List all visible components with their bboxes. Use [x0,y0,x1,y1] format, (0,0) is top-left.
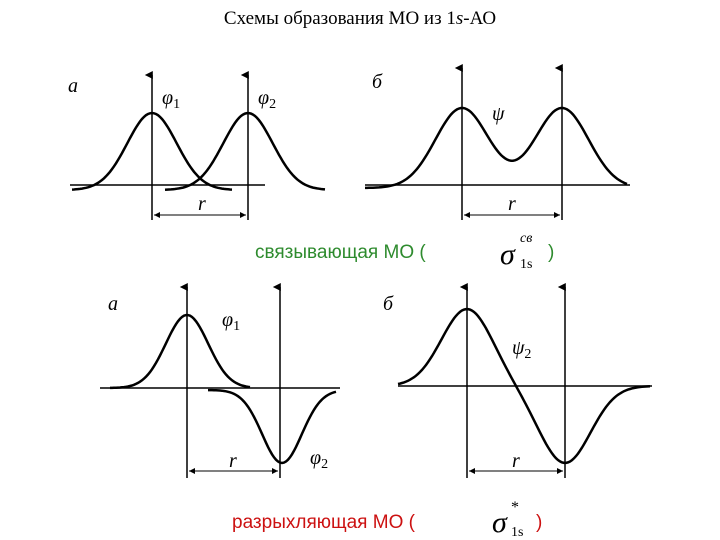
caption: связывающая МО ( [255,242,426,263]
subscript: 1s [520,257,532,272]
superscript: * [511,499,519,516]
panel-letter: а [68,75,78,97]
distance-label: r [198,193,206,215]
distance-label: r [512,450,520,472]
panel-letter: б [372,71,383,93]
title-part: Схемы образования МО из 1 [224,8,456,29]
symbol: ψ [512,337,525,359]
curve [71,111,233,191]
symbol: φ [222,309,233,331]
antibonding-panel-a: а φ1 φ2 r [100,283,340,478]
index: 1 [173,97,180,112]
curve [110,313,251,390]
bonding-panel-a: а φ1 φ2 r [68,71,326,220]
caption-close: ) [536,512,542,533]
caption: разрыхляющая МО ( [232,512,416,533]
caption-text: разрыхляющая МО ( [232,512,416,533]
title-part: -АО [463,8,496,29]
curve [365,106,628,190]
sigma: σ [500,238,516,271]
index: 2 [269,97,276,112]
symbol: φ [162,87,173,109]
panel-letter: б [383,293,394,315]
caption-close: ) [548,242,554,263]
title: Схемы образования МО из 1s-АО [224,8,496,29]
orbital-label: φ1 [162,87,180,112]
curve [397,307,651,465]
orbital-label: φ2 [258,87,276,112]
distance-label: r [508,193,516,215]
caption-text: связывающая МО ( [255,242,426,263]
orbital-label: ψ [492,103,505,125]
panel-letter: а [108,293,118,315]
superscript: св [520,231,532,246]
symbol: φ [310,447,321,469]
index: 2 [321,457,328,472]
curve [208,388,337,465]
bonding-panel-b: б ψ r [365,64,630,220]
sigma: σ [492,506,508,539]
antibonding-panel-b: б ψ2 r [383,283,652,478]
subscript: 1s [511,525,523,540]
symbol: φ [258,87,269,109]
index: 1 [233,319,240,334]
index: 2 [524,347,531,362]
orbital-label: ψ2 [512,337,531,362]
curve [164,111,326,191]
orbital-label: φ1 [222,309,240,334]
distance-label: r [229,450,237,472]
orbital-label: φ2 [310,447,328,472]
title-part: s [456,8,463,29]
